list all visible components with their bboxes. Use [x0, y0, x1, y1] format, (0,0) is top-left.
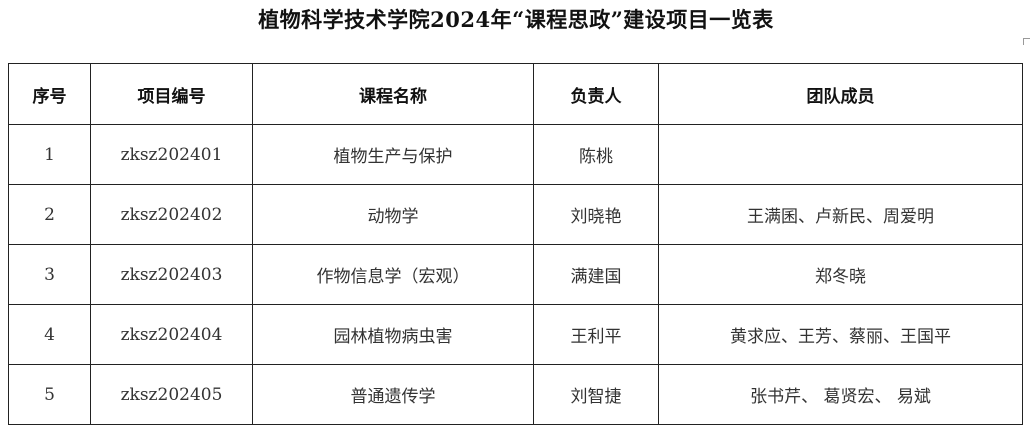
cell-course-name: 普通遗传学: [252, 364, 534, 425]
cell-index: 3: [8, 244, 91, 305]
cell-team-members: [658, 124, 1023, 185]
cell-index: 4: [8, 304, 91, 365]
cell-project-id: zksz202404: [90, 304, 253, 365]
cell-project-id: zksz202402: [90, 184, 253, 245]
header-course-name: 课程名称: [252, 63, 534, 125]
table-row: 1 zksz202401 植物生产与保护 陈桃: [8, 124, 1023, 185]
cell-course-name: 园林植物病虫害: [252, 304, 534, 365]
cell-project-id: zksz202403: [90, 244, 253, 305]
table-row: 2 zksz202402 动物学 刘晓艳 王满囷、卢新民、周爱明: [8, 184, 1023, 245]
table-header-row: 序号 项目编号 课程名称 负责人 团队成员: [8, 63, 1023, 125]
header-index: 序号: [8, 63, 91, 125]
cell-course-name: 植物生产与保护: [252, 124, 534, 185]
table-row: 4 zksz202404 园林植物病虫害 王利平 黄求应、王芳、蔡丽、王国平: [8, 304, 1023, 365]
cell-leader: 刘晓艳: [533, 184, 659, 245]
project-table: 序号 项目编号 课程名称 负责人 团队成员 1 zksz202401 植物生产与保护…: [8, 63, 1023, 425]
table-row: 5 zksz202405 普通遗传学 刘智捷 张书芹、 葛贤宏、 易斌: [8, 364, 1023, 425]
cell-team-members: 黄求应、王芳、蔡丽、王国平: [658, 304, 1023, 365]
cell-team-members: 郑冬晓: [658, 244, 1023, 305]
cell-project-id: zksz202401: [90, 124, 253, 185]
cell-leader: 王利平: [533, 304, 659, 365]
cell-project-id: zksz202405: [90, 364, 253, 425]
cell-index: 5: [8, 364, 91, 425]
cell-course-name: 作物信息学（宏观）: [252, 244, 534, 305]
cell-course-name: 动物学: [252, 184, 534, 245]
header-team-members: 团队成员: [658, 63, 1023, 125]
cell-leader: 满建国: [533, 244, 659, 305]
cell-index: 1: [8, 124, 91, 185]
cell-index: 2: [8, 184, 91, 245]
cell-leader: 刘智捷: [533, 364, 659, 425]
table-row: 3 zksz202403 作物信息学（宏观） 满建国 郑冬晓: [8, 244, 1023, 305]
corner-mark: [1023, 38, 1030, 45]
cell-team-members: 王满囷、卢新民、周爱明: [658, 184, 1023, 245]
header-project-id: 项目编号: [90, 63, 253, 125]
cell-leader: 陈桃: [533, 124, 659, 185]
header-leader: 负责人: [533, 63, 659, 125]
cell-team-members: 张书芹、 葛贤宏、 易斌: [658, 364, 1023, 425]
page-title: 植物科学技术学院2024年“课程思政”建设项目一览表: [258, 7, 774, 32]
